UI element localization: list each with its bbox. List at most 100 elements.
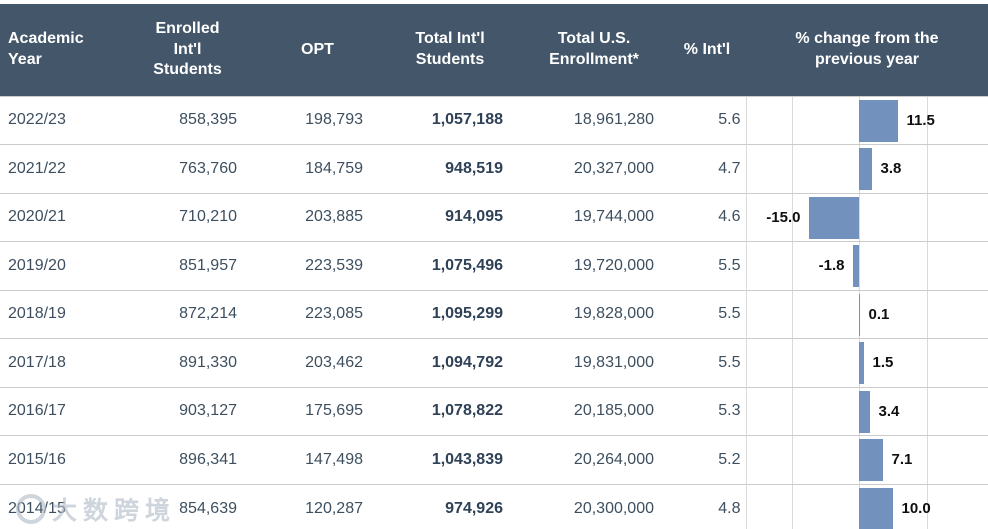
pct-change-bar — [858, 487, 893, 529]
table-header: Academic Year Enrolled Int'l Students OP… — [0, 4, 988, 96]
cell-total-intl: 1,043,839 — [380, 435, 520, 484]
cell-pct-intl: 5.5 — [668, 338, 746, 387]
bar-chart-gridline — [791, 290, 793, 338]
cell-opt: 198,793 — [255, 95, 380, 145]
pct-change-bar — [858, 293, 860, 336]
cell-pct-change-chart: -15.0 — [745, 192, 988, 242]
bar-chart-gridline — [791, 96, 793, 144]
table-body: 2022/23 858,395 198,793 1,057,188 18,961… — [0, 95, 988, 529]
cell-academic-year: 2020/21 — [0, 192, 120, 242]
column-header-opt: OPT — [255, 4, 380, 96]
table-row: 2021/22 763,760 184,759 948,519 20,327,0… — [0, 144, 988, 193]
bar-chart-gridline — [791, 387, 793, 435]
cell-opt: 147,498 — [255, 435, 380, 484]
bar-chart-gridline — [791, 242, 793, 290]
table-row: 2017/18 891,330 203,462 1,094,792 19,831… — [0, 338, 988, 387]
bar-chart-gridline — [926, 145, 928, 193]
cell-total-intl: 914,095 — [380, 192, 520, 242]
pct-change-bar — [858, 439, 883, 481]
pct-change-value: -1.8 — [818, 257, 845, 274]
column-header-pct-change: % change from the previous year — [746, 4, 988, 96]
column-header-total-intl: Total Int'l Students — [380, 4, 520, 96]
bar-chart-gridline — [791, 339, 793, 387]
cell-opt: 175,695 — [255, 386, 380, 436]
bar-chart-gridline — [791, 436, 793, 484]
table-row: 2014/15 854,639 120,287 974,926 20,300,0… — [0, 483, 988, 529]
cell-pct-intl: 4.7 — [668, 144, 746, 193]
cell-total-us: 20,264,000 — [520, 435, 668, 484]
cell-total-intl: 1,094,792 — [380, 338, 520, 387]
pct-change-bar — [858, 148, 872, 190]
cell-pct-intl: 4.8 — [668, 483, 746, 529]
cell-academic-year: 2016/17 — [0, 386, 120, 436]
bar-chart-gridline — [926, 339, 928, 387]
cell-pct-change-chart: 10.0 — [745, 483, 988, 529]
bar-chart-gridline — [926, 193, 928, 241]
bar-chart-gridline — [926, 387, 928, 435]
bar-chart-axis-line — [858, 242, 860, 290]
cell-enrolled-intl: 891,330 — [120, 338, 255, 387]
cell-pct-intl: 5.3 — [668, 386, 746, 436]
table-row: 2018/19 872,214 223,085 1,095,299 19,828… — [0, 289, 988, 339]
cell-enrolled-intl: 851,957 — [120, 241, 255, 290]
cell-pct-change-chart: 3.8 — [745, 144, 988, 193]
cell-total-us: 19,828,000 — [520, 289, 668, 339]
cell-total-intl: 1,078,822 — [380, 386, 520, 436]
pct-change-value: -15.0 — [766, 208, 801, 226]
enrollment-table: Academic Year Enrolled Int'l Students OP… — [0, 4, 988, 529]
pct-change-bar — [852, 245, 859, 287]
cell-enrolled-intl: 763,760 — [120, 144, 255, 193]
cell-academic-year: 2015/16 — [0, 435, 120, 484]
cell-total-us: 20,300,000 — [520, 483, 668, 529]
cell-opt: 203,462 — [255, 338, 380, 387]
cell-pct-intl: 4.6 — [668, 192, 746, 242]
cell-academic-year: 2017/18 — [0, 338, 120, 387]
cell-academic-year: 2021/22 — [0, 144, 120, 193]
pct-change-bar — [858, 390, 870, 433]
cell-pct-intl: 5.2 — [668, 435, 746, 484]
cell-academic-year: 2018/19 — [0, 289, 120, 339]
bar-chart-gridline — [926, 484, 928, 529]
pct-change-value: 11.5 — [906, 111, 935, 129]
pct-change-bar — [858, 342, 864, 384]
cell-pct-change-chart: 0.1 — [745, 289, 988, 339]
pct-change-bar — [808, 196, 859, 239]
bar-chart-gridline — [926, 436, 928, 484]
cell-academic-year: 2022/23 — [0, 95, 120, 145]
cell-total-us: 20,327,000 — [520, 144, 668, 193]
pct-change-bar — [858, 99, 898, 142]
pct-change-value: 10.0 — [901, 499, 931, 517]
bar-chart-gridline — [791, 484, 793, 529]
cell-total-intl: 948,519 — [380, 144, 520, 193]
cell-opt: 223,539 — [255, 241, 380, 290]
cell-pct-change-chart: -1.8 — [745, 241, 988, 290]
pct-change-value: 3.4 — [878, 402, 900, 420]
table-row: 2015/16 896,341 147,498 1,043,839 20,264… — [0, 435, 988, 484]
table-row: 2016/17 903,127 175,695 1,078,822 20,185… — [0, 386, 988, 436]
cell-pct-intl: 5.5 — [668, 289, 746, 339]
cell-total-intl: 1,075,496 — [380, 241, 520, 290]
cell-pct-change-chart: 1.5 — [745, 338, 988, 387]
table-row: 2020/21 710,210 203,885 914,095 19,744,0… — [0, 192, 988, 242]
cell-academic-year: 2014/15 — [0, 483, 120, 529]
cell-enrolled-intl: 896,341 — [120, 435, 255, 484]
column-header-academic-year: Academic Year — [0, 4, 120, 96]
cell-pct-intl: 5.6 — [668, 95, 746, 145]
cell-enrolled-intl: 872,214 — [120, 289, 255, 339]
pct-change-value: 7.1 — [891, 451, 913, 468]
bar-chart-gridline — [926, 242, 928, 290]
bar-chart-gridline — [791, 193, 793, 241]
cell-opt: 120,287 — [255, 483, 380, 529]
cell-total-us: 18,961,280 — [520, 95, 668, 145]
pct-change-value: 1.5 — [872, 354, 894, 371]
cell-enrolled-intl: 903,127 — [120, 386, 255, 436]
pct-change-value: 0.1 — [868, 305, 890, 323]
cell-pct-change-chart: 11.5 — [745, 95, 988, 145]
cell-total-us: 19,720,000 — [520, 241, 668, 290]
cell-total-us: 19,744,000 — [520, 192, 668, 242]
cell-opt: 184,759 — [255, 144, 380, 193]
table-row: 2019/20 851,957 223,539 1,075,496 19,720… — [0, 241, 988, 290]
cell-enrolled-intl: 854,639 — [120, 483, 255, 529]
column-header-pct-intl: % Int'l — [668, 4, 746, 96]
cell-academic-year: 2019/20 — [0, 241, 120, 290]
